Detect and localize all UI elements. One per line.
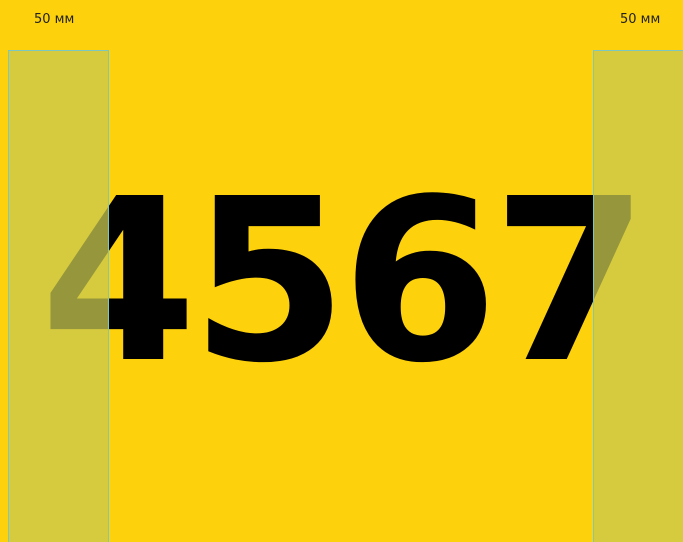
right-margin-zone xyxy=(593,50,683,542)
right-label: 50 мм xyxy=(620,12,661,27)
number: 4567 xyxy=(40,151,648,413)
left-margin-zone xyxy=(8,50,109,542)
left-label: 50 мм xyxy=(34,12,75,27)
